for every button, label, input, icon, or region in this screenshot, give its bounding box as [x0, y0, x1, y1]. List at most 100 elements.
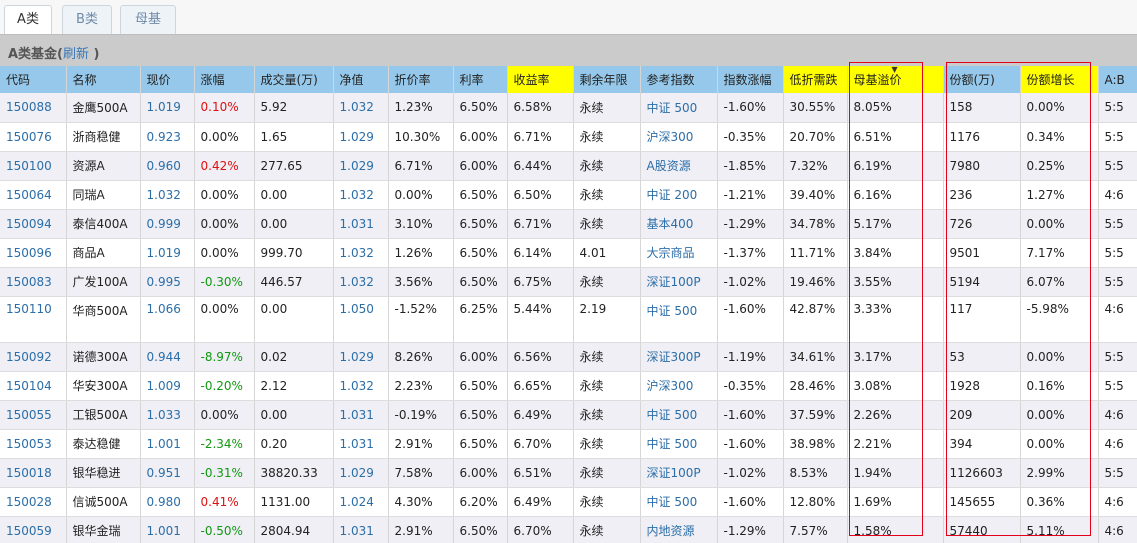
cell-price[interactable]: 1.019 — [140, 238, 195, 268]
column-header-price[interactable]: 现价 — [140, 66, 195, 93]
cell-share_growth: 5.11% — [1020, 516, 1099, 543]
cell-change: -0.50% — [194, 516, 255, 543]
table-row[interactable]: 150076 浙商稳健 0.923 0.00% 1.65 1.029 10.30% 6.00%… — [0, 122, 1137, 152]
cell-nav[interactable]: 1.032 — [333, 267, 389, 297]
table-row[interactable]: 150083 广发100A 0.995 -0.30% 446.57 1.032 3.56% 6… — [0, 267, 1137, 297]
tab-mother-fund[interactable]: 母基 — [120, 5, 176, 34]
cell-index[interactable]: 沪深300 — [640, 122, 718, 152]
table-row[interactable]: 150088 金鹰500A 1.019 0.10% 5.92 1.032 1.23% 6.50… — [0, 93, 1137, 123]
cell-code[interactable]: 150104 — [0, 371, 67, 401]
tab-b-class[interactable]: B类 — [62, 5, 112, 34]
cell-code[interactable]: 150096 — [0, 238, 67, 268]
cell-index[interactable]: 中证 500 — [640, 487, 718, 517]
cell-index[interactable]: 中证 200 — [640, 180, 718, 210]
table-row[interactable]: 150028 信诚500A 0.980 0.41% 1131.00 1.024 4.30% 6… — [0, 487, 1137, 517]
cell-price[interactable]: 0.944 — [140, 342, 195, 372]
cell-nav[interactable]: 1.024 — [333, 487, 389, 517]
cell-price[interactable]: 1.001 — [140, 516, 195, 543]
cell-code[interactable]: 150064 — [0, 180, 67, 210]
cell-nav[interactable]: 1.050 — [333, 296, 389, 343]
column-header-share_growth[interactable]: 份额增长 — [1020, 66, 1099, 93]
cell-price[interactable]: 0.980 — [140, 487, 195, 517]
cell-nav[interactable]: 1.031 — [333, 209, 389, 239]
cell-nav[interactable]: 1.029 — [333, 151, 389, 181]
cell-code[interactable]: 150110 — [0, 296, 67, 343]
cell-nav[interactable]: 1.031 — [333, 429, 389, 459]
cell-index[interactable]: 中证 500 — [640, 429, 718, 459]
cell-price[interactable]: 1.066 — [140, 296, 195, 343]
cell-nav[interactable]: 1.029 — [333, 458, 389, 488]
cell-price[interactable]: 0.951 — [140, 458, 195, 488]
cell-index[interactable]: 深证100P — [640, 458, 718, 488]
column-header-discount[interactable]: 折价率 — [388, 66, 454, 93]
table-row[interactable]: 150055 工银500A 1.033 0.00% 0.00 1.031 -0.19% 6.5… — [0, 400, 1137, 430]
column-header-index[interactable]: 参考指数 — [640, 66, 718, 93]
cell-price[interactable]: 0.995 — [140, 267, 195, 297]
cell-code[interactable]: 150018 — [0, 458, 67, 488]
tab-a-class[interactable]: A类 — [4, 5, 52, 35]
cell-index[interactable]: A股资源 — [640, 151, 718, 181]
table-row[interactable]: 150100 资源A 0.960 0.42% 277.65 1.029 6.71% 6.00%… — [0, 151, 1137, 181]
column-header-term[interactable]: 剩余年限 — [573, 66, 641, 93]
column-header-index_change[interactable]: 指数涨幅 — [717, 66, 784, 93]
cell-price[interactable]: 0.999 — [140, 209, 195, 239]
cell-price[interactable]: 0.923 — [140, 122, 195, 152]
table-row[interactable]: 150096 商品A 1.019 0.00% 999.70 1.032 1.26% 6.50%… — [0, 238, 1137, 268]
table-row[interactable]: 150104 华安300A 1.009 -0.20% 2.12 1.032 2.23% 6.5… — [0, 371, 1137, 401]
column-header-name[interactable]: 名称 — [66, 66, 141, 93]
cell-code[interactable]: 150088 — [0, 93, 67, 123]
cell-nav[interactable]: 1.029 — [333, 342, 389, 372]
cell-price[interactable]: 1.033 — [140, 400, 195, 430]
cell-nav[interactable]: 1.031 — [333, 516, 389, 543]
cell-price[interactable]: 0.960 — [140, 151, 195, 181]
cell-index[interactable]: 内地资源 — [640, 516, 718, 543]
cell-index[interactable]: 沪深300 — [640, 371, 718, 401]
cell-nav[interactable]: 1.032 — [333, 93, 389, 123]
column-header-mother_premium[interactable]: 母基溢价 ▼ — [847, 66, 944, 93]
table-row[interactable]: 150064 同瑞A 1.032 0.00% 0.00 1.032 0.00% 6.50% 6.… — [0, 180, 1137, 210]
cell-index[interactable]: 深证100P — [640, 267, 718, 297]
cell-nav[interactable]: 1.032 — [333, 180, 389, 210]
cell-nav[interactable]: 1.032 — [333, 371, 389, 401]
cell-code[interactable]: 150059 — [0, 516, 67, 543]
table-row[interactable]: 150059 银华金瑞 1.001 -0.50% 2804.94 1.031 2.91% 6.… — [0, 516, 1137, 543]
cell-term: 永续 — [573, 93, 641, 123]
cell-index[interactable]: 中证 500 — [640, 296, 718, 343]
cell-nav[interactable]: 1.031 — [333, 400, 389, 430]
cell-ratio: 5:5 — [1098, 93, 1137, 123]
cell-code[interactable]: 150100 — [0, 151, 67, 181]
cell-index[interactable]: 深证300P — [640, 342, 718, 372]
table-row[interactable]: 150110 华商500A 1.066 0.00% 0.00 1.050 -1.52% 6.2… — [0, 296, 1137, 343]
cell-index[interactable]: 中证 500 — [640, 400, 718, 430]
column-header-shares[interactable]: 份额(万) — [943, 66, 1021, 93]
column-header-ratio[interactable]: A:B — [1098, 66, 1137, 93]
table-row[interactable]: 150053 泰达稳健 1.001 -2.34% 0.20 1.031 2.91% 6.50%… — [0, 429, 1137, 459]
cell-nav[interactable]: 1.029 — [333, 122, 389, 152]
table-row[interactable]: 150092 诺德300A 0.944 -8.97% 0.02 1.029 8.26% 6.0… — [0, 342, 1137, 372]
column-header-rate[interactable]: 利率 — [453, 66, 508, 93]
column-header-change[interactable]: 涨幅 — [194, 66, 255, 93]
column-header-low_fold[interactable]: 低折需跌 — [783, 66, 848, 93]
cell-code[interactable]: 150053 — [0, 429, 67, 459]
column-header-volume[interactable]: 成交量(万) — [254, 66, 334, 93]
refresh-link[interactable]: 刷新 — [63, 47, 90, 62]
table-row[interactable]: 150094 泰信400A 0.999 0.00% 0.00 1.031 3.10% 6.50… — [0, 209, 1137, 239]
cell-price[interactable]: 1.032 — [140, 180, 195, 210]
cell-index[interactable]: 中证 500 — [640, 93, 718, 123]
cell-price[interactable]: 1.019 — [140, 93, 195, 123]
cell-code[interactable]: 150076 — [0, 122, 67, 152]
cell-code[interactable]: 150092 — [0, 342, 67, 372]
cell-price[interactable]: 1.001 — [140, 429, 195, 459]
column-header-code[interactable]: 代码 — [0, 66, 67, 93]
cell-index[interactable]: 大宗商品 — [640, 238, 718, 268]
table-row[interactable]: 150018 银华稳进 0.951 -0.31% 38820.33 1.029 7.58% 6… — [0, 458, 1137, 488]
cell-code[interactable]: 150094 — [0, 209, 67, 239]
column-header-nav[interactable]: 净值 — [333, 66, 389, 93]
cell-code[interactable]: 150028 — [0, 487, 67, 517]
cell-code[interactable]: 150055 — [0, 400, 67, 430]
cell-nav[interactable]: 1.032 — [333, 238, 389, 268]
column-header-yield[interactable]: 收益率 — [507, 66, 574, 93]
cell-index[interactable]: 基本400 — [640, 209, 718, 239]
cell-code[interactable]: 150083 — [0, 267, 67, 297]
cell-price[interactable]: 1.009 — [140, 371, 195, 401]
